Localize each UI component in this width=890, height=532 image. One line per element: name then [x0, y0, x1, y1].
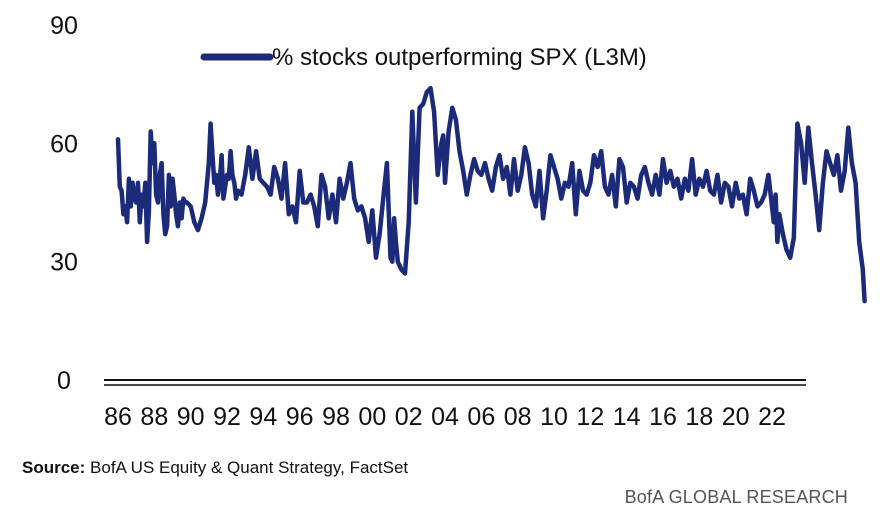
legend-label: % stocks outperforming SPX (L3M) [272, 44, 647, 71]
series-line [115, 85, 867, 304]
x-tick-label: 08 [504, 403, 532, 431]
source-label: Source: [22, 458, 86, 477]
x-tick-label: 94 [249, 403, 277, 431]
x-tick-label: 86 [104, 403, 132, 431]
x-tick-label: 06 [467, 403, 495, 431]
x-tick-label: 18 [685, 403, 713, 431]
x-tick-label: 16 [649, 403, 677, 431]
y-axis-ticks: 0 30 60 90 [50, 12, 78, 395]
x-tick-label: 04 [431, 403, 459, 431]
x-tick-label: 96 [286, 403, 314, 431]
x-tick-label: 92 [213, 403, 241, 431]
brand-label: BofA GLOBAL RESEARCH [624, 487, 848, 507]
x-tick-label: 20 [722, 403, 750, 431]
x-tick-label: 10 [540, 403, 568, 431]
x-tick-label: 00 [358, 403, 386, 431]
y-tick-label: 60 [50, 130, 78, 158]
x-tick-label: 02 [395, 403, 423, 431]
y-tick-label: 30 [50, 249, 78, 277]
x-tick-label: 98 [322, 403, 350, 431]
source-text: BofA US Equity & Quant Strategy, FactSet [90, 458, 409, 477]
x-tick-label: 12 [576, 403, 604, 431]
x-tick-label: 14 [613, 403, 641, 431]
x-axis-ticks: 86 88 90 92 94 96 98 00 02 04 06 08 10 12 14 16 18 20 22 [104, 403, 786, 431]
x-tick-label: 88 [140, 403, 168, 431]
y-tick-label: 90 [50, 12, 78, 40]
legend: % stocks outperforming SPX (L3M) [200, 44, 647, 71]
source-note: Source: BofA US Equity & Quant Strategy,… [22, 458, 408, 478]
x-tick-label: 90 [177, 403, 205, 431]
x-tick-label: 22 [758, 403, 786, 431]
y-tick-label: 0 [57, 367, 71, 395]
